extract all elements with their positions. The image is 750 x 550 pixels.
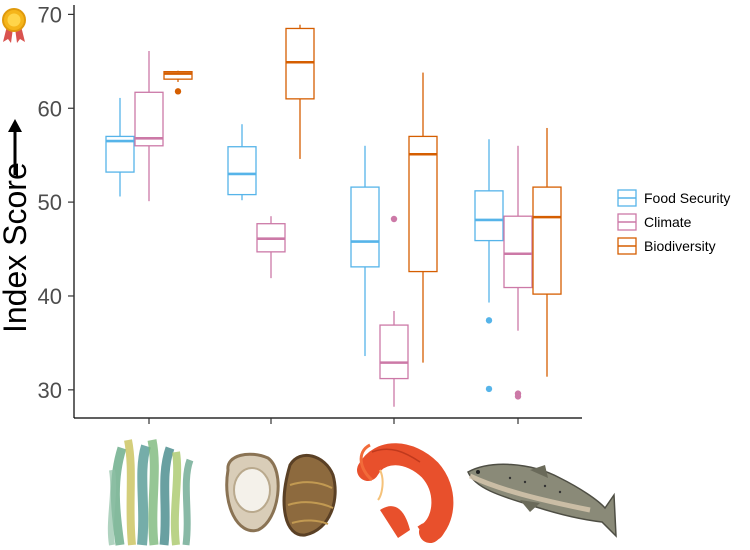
legend-item-climate: Climate [617,213,692,231]
y-axis-title: Index Score [0,162,33,333]
box-iqr [350,186,380,268]
box-iqr [379,324,409,380]
outlier-point [174,88,182,95]
legend-label: Biodiversity [644,238,716,254]
shrimp-illustration [357,443,454,543]
y-tick-label: 50 [38,190,62,215]
award-ribbon-icon [2,8,26,43]
box-food-security-shrimp [350,145,380,357]
y-tick-label: 30 [38,378,62,403]
box-biodiversity-salmon [532,127,562,377]
box-iqr [503,215,533,289]
box-biodiversity-seaweed [163,70,193,95]
salmon-illustration [467,463,617,538]
outlier-point [514,393,522,400]
legend-item-food-security: Food Security [617,189,730,207]
outlier-point [485,317,493,324]
box-climate-shrimp [379,215,409,407]
legend: Food Security Climate Biodiversity [617,189,730,255]
outlier-point [485,385,493,393]
boxes-layer [105,24,562,407]
y-axis-title-group: Index Score [0,119,33,333]
legend-item-biodiversity: Biodiversity [617,237,716,255]
box-iqr [408,135,438,273]
x-ticks [148,418,519,424]
box-food-security-salmon [474,139,504,393]
y-tick-label: 70 [38,2,62,27]
legend-label: Food Security [644,190,730,206]
box-climate-salmon [503,145,533,400]
outlier-point [390,215,398,223]
box-climate-seaweed [134,50,164,202]
right-arrow-icon [8,119,22,175]
box-iqr [134,91,164,147]
box-food-security-seaweed [105,97,135,197]
box-iqr [227,146,257,196]
y-tick-label: 60 [38,96,62,121]
legend-label: Climate [644,214,692,230]
oyster-illustration [225,452,337,537]
y-tick-label: 40 [38,284,62,309]
box-food-security-oyster [227,124,257,201]
box-iqr [474,190,504,242]
seaweed-illustration [107,439,194,546]
y-ticks: 30 40 50 60 70 [38,2,74,403]
box-biodiversity-oyster [285,24,315,159]
box-climate-oyster [256,216,286,279]
box-iqr [163,70,193,80]
box-iqr [532,186,562,295]
box-biodiversity-shrimp [408,72,438,363]
box-iqr [285,27,315,100]
